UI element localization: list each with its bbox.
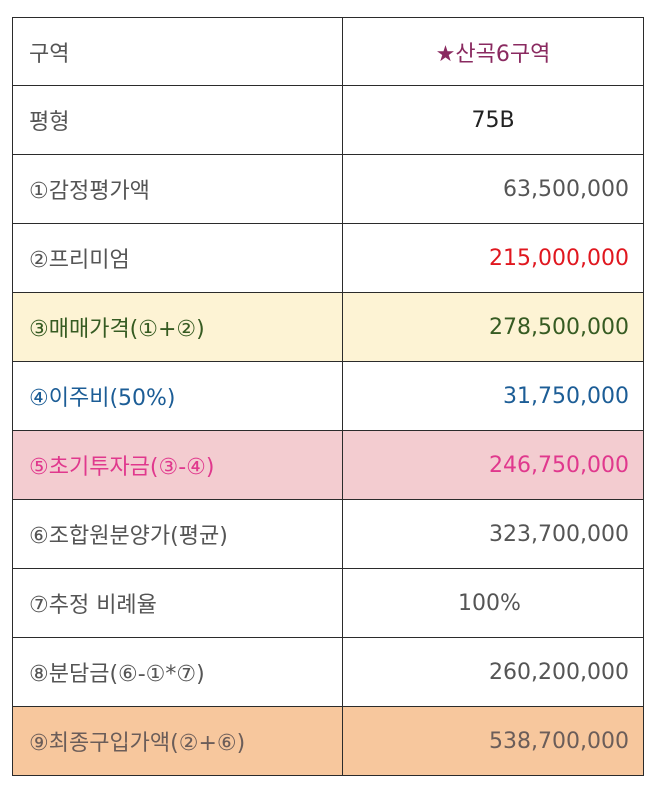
row-label: ④이주비(50%) xyxy=(12,361,343,431)
appraisal-value: 63,500,000 xyxy=(342,154,644,224)
relocation-value: 31,750,000 xyxy=(342,361,644,431)
premium-value: 215,000,000 xyxy=(342,223,644,293)
row-label: 평형 xyxy=(12,85,343,155)
ratio-value: 100% xyxy=(342,568,644,638)
table-row-purchase-price: ③매매가격(①+②) 278,500,000 xyxy=(12,292,644,362)
table-row-contribution: ⑧분담금(⑥-①*⑦) 260,200,000 xyxy=(12,637,644,707)
table-row-member-price: ⑥조합원분양가(평균) 323,700,000 xyxy=(12,499,644,569)
table-row-initial-investment: ⑤초기투자금(③-④) 246,750,000 xyxy=(12,430,644,500)
initial-investment-value: 246,750,000 xyxy=(342,430,644,500)
row-label: ⑤초기투자금(③-④) xyxy=(12,430,343,500)
member-price-value: 323,700,000 xyxy=(342,499,644,569)
table-row-premium: ②프리미엄 215,000,000 xyxy=(12,223,644,293)
contribution-value: 260,200,000 xyxy=(342,637,644,707)
table-row-ratio: ⑦추정 비례율 100% xyxy=(12,568,644,638)
row-label: ⑥조합원분양가(평균) xyxy=(12,499,343,569)
row-label: ②프리미엄 xyxy=(12,223,343,293)
table-row-appraisal: ①감정평가액 63,500,000 xyxy=(12,154,644,224)
table-row-size: 평형 75B xyxy=(12,85,644,155)
investment-table: 구역 ★산곡6구역 평형 75B ①감정평가액 63,500,000 ②프리미엄… xyxy=(12,17,644,776)
row-label: 구역 xyxy=(12,17,343,86)
purchase-price-value: 278,500,000 xyxy=(342,292,644,362)
investment-table-container: 구역 ★산곡6구역 평형 75B ①감정평가액 63,500,000 ②프리미엄… xyxy=(12,17,644,776)
table-row-district: 구역 ★산곡6구역 xyxy=(12,17,644,86)
table-row-final-price: ⑨최종구입가액(②+⑥) 538,700,000 xyxy=(12,706,644,776)
district-name: ★산곡6구역 xyxy=(342,17,644,86)
table-row-relocation: ④이주비(50%) 31,750,000 xyxy=(12,361,644,431)
row-label: ⑨최종구입가액(②+⑥) xyxy=(12,706,343,776)
final-price-value: 538,700,000 xyxy=(342,706,644,776)
row-label: ①감정평가액 xyxy=(12,154,343,224)
row-label: ⑦추정 비례율 xyxy=(12,568,343,638)
row-label: ③매매가격(①+②) xyxy=(12,292,343,362)
row-label: ⑧분담금(⑥-①*⑦) xyxy=(12,637,343,707)
size-value: 75B xyxy=(342,85,644,155)
